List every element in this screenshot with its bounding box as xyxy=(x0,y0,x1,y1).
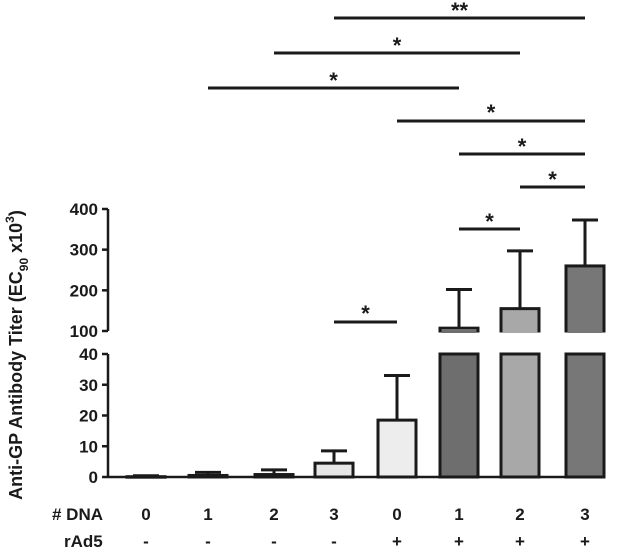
y-tick-label-300: 300 xyxy=(70,241,98,260)
y-tick-label-200: 200 xyxy=(70,281,98,300)
rad5-label-0: - xyxy=(143,532,149,551)
dna-label-0: 0 xyxy=(141,505,150,524)
bar-3 xyxy=(313,461,355,479)
dna-label-4: 0 xyxy=(392,505,401,524)
dna-label-5: 1 xyxy=(454,505,463,524)
rad5-label-3: - xyxy=(331,532,337,551)
y-tick-label-10: 10 xyxy=(79,437,98,456)
y-tick-label-20: 20 xyxy=(79,407,98,426)
row-label-rad5: rAd5 xyxy=(64,532,103,551)
row-label-dna: # DNA xyxy=(52,505,103,524)
dna-label-2: 2 xyxy=(269,505,278,524)
y-tick-label-0: 0 xyxy=(89,468,98,487)
dna-label-6: 2 xyxy=(515,505,524,524)
bar-5-lower xyxy=(438,352,480,479)
sig-star-6: * xyxy=(548,167,557,192)
sig-star-0: * xyxy=(361,301,370,326)
dna-label-7: 3 xyxy=(580,505,589,524)
rad5-label-4: + xyxy=(392,532,402,551)
bars-layer xyxy=(125,218,606,479)
sig-star-1: * xyxy=(329,68,338,93)
dna-label-1: 1 xyxy=(203,505,212,524)
bar-6-upper xyxy=(499,307,541,333)
dna-label-3: 3 xyxy=(329,505,338,524)
rad5-label-1: - xyxy=(205,532,211,551)
bar-7-upper xyxy=(564,264,606,333)
rad5-label-7: + xyxy=(580,532,590,551)
bar-7-lower xyxy=(564,352,606,479)
y-axis: 0 10 20 30 40 100 200 300 400 xyxy=(70,200,605,487)
sig-star-5: * xyxy=(518,134,527,159)
bar-4 xyxy=(376,418,418,479)
y-tick-label-30: 30 xyxy=(79,376,98,395)
rad5-label-5: + xyxy=(454,532,464,551)
significance-layer: ********* xyxy=(208,0,585,326)
sig-star-2: * xyxy=(393,33,402,58)
sig-star-4: * xyxy=(487,100,496,125)
bar-6-lower xyxy=(499,352,541,479)
y-tick-label-400: 400 xyxy=(70,200,98,219)
y-tick-label-40: 40 xyxy=(79,345,98,364)
rad5-label-2: - xyxy=(271,532,277,551)
category-labels: # DNA rAd5 0 - 1 - 2 - 3 - 0 +1 +2 +3 + xyxy=(52,505,590,551)
y-axis-label: Anti-GP Antibody Titer (EC90 x103) xyxy=(3,210,31,500)
y-tick-label-100: 100 xyxy=(70,322,98,341)
sig-star-7: * xyxy=(485,209,494,234)
sig-star-3: ** xyxy=(451,0,469,23)
rad5-label-6: + xyxy=(515,532,525,551)
